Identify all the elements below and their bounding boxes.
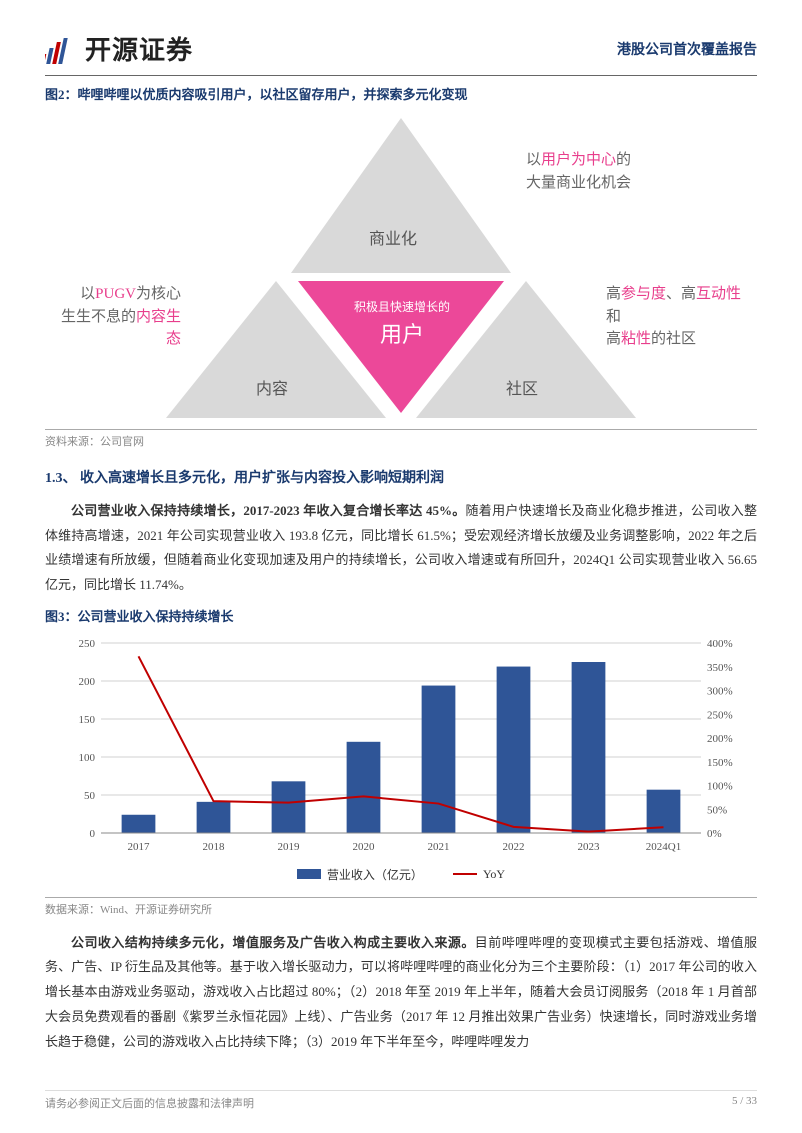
figure3-source: 数据来源：Wind、开源证券研究所	[45, 897, 757, 917]
svg-text:100%: 100%	[707, 780, 733, 792]
report-type: 港股公司首次覆盖报告	[617, 39, 757, 59]
svg-text:2023: 2023	[578, 841, 601, 853]
svg-text:2020: 2020	[353, 841, 376, 853]
logo-block: 开源证券	[45, 30, 193, 67]
figure2-title: 图2：哔哩哔哩以优质内容吸引用户，以社区留存用户，并探索多元化变现	[45, 84, 757, 103]
right-triangle-label: 社区	[506, 375, 538, 399]
svg-text:400%: 400%	[707, 638, 733, 650]
footer-disclaimer: 请务必参阅正文后面的信息披露和法律声明	[45, 1095, 254, 1111]
right-annotation: 高参与度、高互动性和 高粘性的社区	[606, 283, 751, 351]
legend-line: YoY	[453, 866, 505, 883]
para-revenue-structure: 公司收入结构持续多元化，增值服务及广告收入构成主要收入来源。目前哔哩哔哩的变现模…	[45, 931, 757, 1054]
svg-text:0%: 0%	[707, 828, 722, 840]
svg-text:100: 100	[79, 752, 96, 764]
chart-svg: 0 50 100 150 200 250 0% 50% 100% 150% 200% 250% 300%…	[51, 633, 751, 858]
svg-text:350%: 350%	[707, 662, 733, 674]
figure2-source: 资料来源：公司官网	[45, 429, 757, 449]
triangle-diagram: 商业化 内容 社区 积极且快速增长的 用户 以PUGV为核心 生生不息的内容生态…	[51, 113, 751, 423]
top-triangle-label: 商业化	[369, 225, 417, 249]
section-1-3-title: 1.3、 收入高速增长且多元化，用户扩张与内容投入影响短期利润	[45, 467, 757, 487]
center-label: 积极且快速增长的 用户	[347, 299, 457, 351]
page-header: 开源证券 港股公司首次覆盖报告	[45, 30, 757, 76]
center-line1: 积极且快速增长的	[354, 300, 450, 314]
svg-text:2018: 2018	[203, 841, 226, 853]
svg-text:2022: 2022	[503, 841, 525, 853]
page-footer: 请务必参阅正文后面的信息披露和法律声明 5 / 33	[45, 1090, 757, 1111]
svg-text:50: 50	[84, 790, 96, 802]
footer-page-number: 5 / 33	[732, 1095, 757, 1111]
top-annotation: 以用户为中心的 大量商业化机会	[526, 149, 631, 194]
svg-text:2024Q1: 2024Q1	[646, 841, 681, 853]
left-triangle-label: 内容	[256, 375, 288, 399]
svg-text:0: 0	[90, 828, 96, 840]
svg-text:2017: 2017	[128, 841, 151, 853]
legend-bar: 营业收入（亿元）	[297, 866, 423, 883]
company-name: 开源证券	[85, 30, 193, 67]
para-revenue-growth: 公司营业收入保持持续增长，2017-2023 年收入复合增长率达 45%。随着用…	[45, 499, 757, 598]
chart-legend: 营业收入（亿元） YoY	[51, 866, 751, 883]
svg-text:50%: 50%	[707, 804, 727, 816]
svg-text:250%: 250%	[707, 709, 733, 721]
svg-text:200: 200	[79, 676, 96, 688]
triangle-svg	[51, 113, 751, 423]
left-annotation: 以PUGV为核心 生生不息的内容生态	[51, 283, 181, 351]
logo-icon	[45, 32, 79, 66]
svg-text:2019: 2019	[278, 841, 301, 853]
svg-text:2021: 2021	[428, 841, 450, 853]
center-line2: 用户	[347, 320, 457, 351]
revenue-chart: 0 50 100 150 200 250 0% 50% 100% 150% 200% 250% 300%…	[51, 633, 751, 893]
para2-bold: 公司收入结构持续多元化，增值服务及广告收入构成主要收入来源。	[71, 935, 475, 950]
figure3-title: 图3：公司营业收入保持持续增长	[45, 606, 757, 625]
svg-text:150%: 150%	[707, 757, 733, 769]
svg-text:200%: 200%	[707, 733, 733, 745]
para1-bold: 公司营业收入保持持续增长，2017-2023 年收入复合增长率达 45%。	[71, 503, 466, 518]
svg-text:250: 250	[79, 638, 96, 650]
svg-text:150: 150	[79, 714, 96, 726]
svg-text:300%: 300%	[707, 685, 733, 697]
